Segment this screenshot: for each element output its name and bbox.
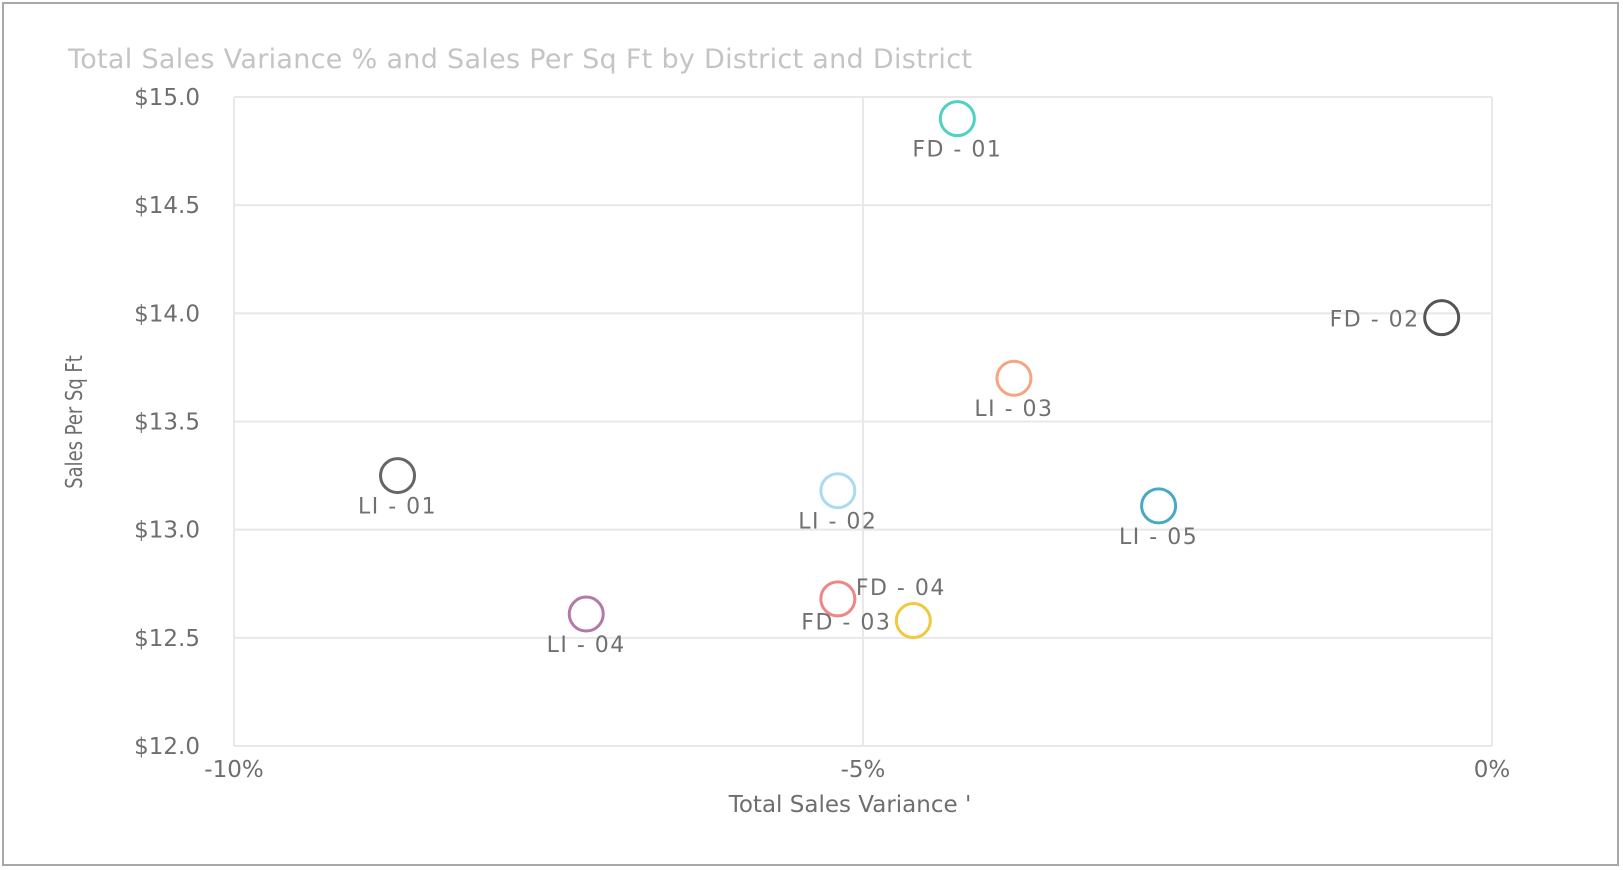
y-tick-label: $14.5	[134, 193, 200, 219]
y-tick-label: $12.0	[134, 734, 200, 760]
x-axis-title: Total Sales Variance '	[728, 792, 972, 818]
y-tick-label: $15.0	[134, 85, 200, 111]
y-axis-title: Sales Per Sq Ft	[61, 355, 88, 488]
x-tick-label: -10%	[204, 757, 263, 783]
point-li-03[interactable]	[995, 359, 1033, 397]
x-tick-label: -5%	[841, 757, 886, 783]
point-label-li-05: LI - 05	[1119, 525, 1198, 550]
point-fd-02[interactable]	[1423, 299, 1461, 337]
point-li-01[interactable]	[379, 457, 417, 495]
point-li-05[interactable]	[1140, 487, 1178, 525]
point-fd-04[interactable]	[819, 580, 857, 618]
grid-layer	[233, 96, 1493, 747]
point-fd-03[interactable]	[894, 602, 932, 640]
point-label-fd-04: FD - 04	[856, 576, 946, 601]
axis-layer: Total Sales Variance ' Sales Per Sq Ft $…	[61, 85, 1510, 818]
chart-title: Total Sales Variance % and Sales Per Sq …	[68, 44, 973, 75]
point-label-fd-03: FD - 03	[801, 611, 891, 636]
y-tick-label: $13.0	[134, 518, 200, 544]
point-fd-01[interactable]	[938, 100, 976, 138]
y-tick-label: $14.0	[134, 301, 200, 327]
point-li-04[interactable]	[567, 595, 605, 633]
point-label-fd-01: FD - 01	[912, 138, 1002, 163]
x-tick-label: 0%	[1474, 757, 1511, 783]
point-label-li-04: LI - 04	[547, 633, 626, 658]
point-label-fd-02: FD - 02	[1330, 308, 1420, 333]
point-label-li-02: LI - 02	[798, 510, 877, 535]
y-tick-label: $13.5	[134, 410, 200, 436]
point-label-li-03: LI - 03	[974, 397, 1053, 422]
point-label-li-01: LI - 01	[358, 495, 437, 520]
point-li-02[interactable]	[819, 472, 857, 510]
y-tick-label: $12.5	[134, 626, 200, 652]
points-layer: FD - 01 FD - 02 LI - 03 LI - 01 LI - 02 LI - …	[358, 100, 1461, 658]
